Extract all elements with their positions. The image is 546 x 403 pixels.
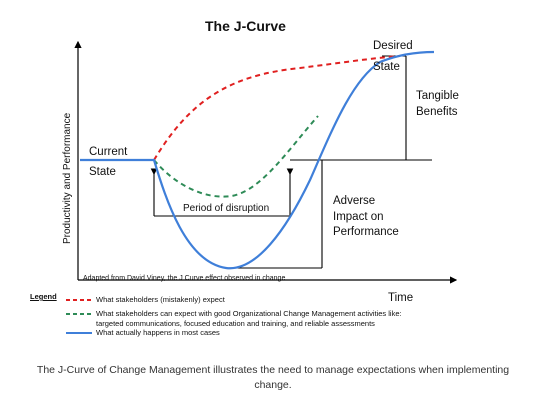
diagram-title: The J-Curve: [205, 18, 286, 34]
adverse-impact-label-line3: Performance: [333, 226, 399, 238]
actual-curve: [80, 50, 435, 270]
legend-item-good-ocm: What stakeholders can expect with good O…: [96, 309, 402, 329]
good-ocm-curve: [153, 115, 319, 198]
y-axis-label: Productivity and Performance: [62, 112, 73, 244]
adverse-impact-label-line1: Adverse: [333, 195, 376, 207]
figure-caption: The J-Curve of Change Management illustr…: [0, 363, 546, 393]
j-curve-figure: The J-Curve Productivity and Performance…: [30, 18, 459, 337]
j-curve-diagram: [66, 40, 458, 334]
legend-item-actual: What actually happens in most cases: [96, 328, 220, 337]
adverse-impact-label-line2: Impact on: [333, 211, 384, 223]
caption-line2: change.: [254, 379, 292, 391]
curves: [80, 50, 435, 270]
legend-item-expected: What stakeholders (mistakenly) expect: [96, 295, 225, 304]
legend-title: Legend: [30, 292, 57, 301]
current-state-label-line2: State: [89, 166, 116, 178]
axes: [74, 40, 458, 284]
x-axis-label: Time: [388, 292, 414, 304]
annotation-lines: [150, 55, 432, 269]
tangible-benefits-label-line2: Benefits: [416, 106, 458, 118]
source-note: Adapted from David Viney, the J Curve ef…: [83, 275, 286, 282]
caption-line1: The J-Curve of Change Management illustr…: [36, 364, 510, 376]
legend-item-good-ocm-line2: targeted communications, focused educati…: [96, 319, 375, 328]
legend-item-good-ocm-line1: What stakeholders can expect with good O…: [96, 309, 402, 318]
desired-state-label-line1: Desired: [373, 40, 413, 52]
tangible-benefits-label-line1: Tangible: [416, 90, 459, 102]
expected-curve: [153, 55, 401, 161]
legend-swatches: [66, 299, 92, 334]
current-state-label-line1: Current: [89, 146, 128, 158]
period-of-disruption-label: Period of disruption: [183, 203, 270, 214]
desired-state-label-line2: State: [373, 61, 400, 73]
